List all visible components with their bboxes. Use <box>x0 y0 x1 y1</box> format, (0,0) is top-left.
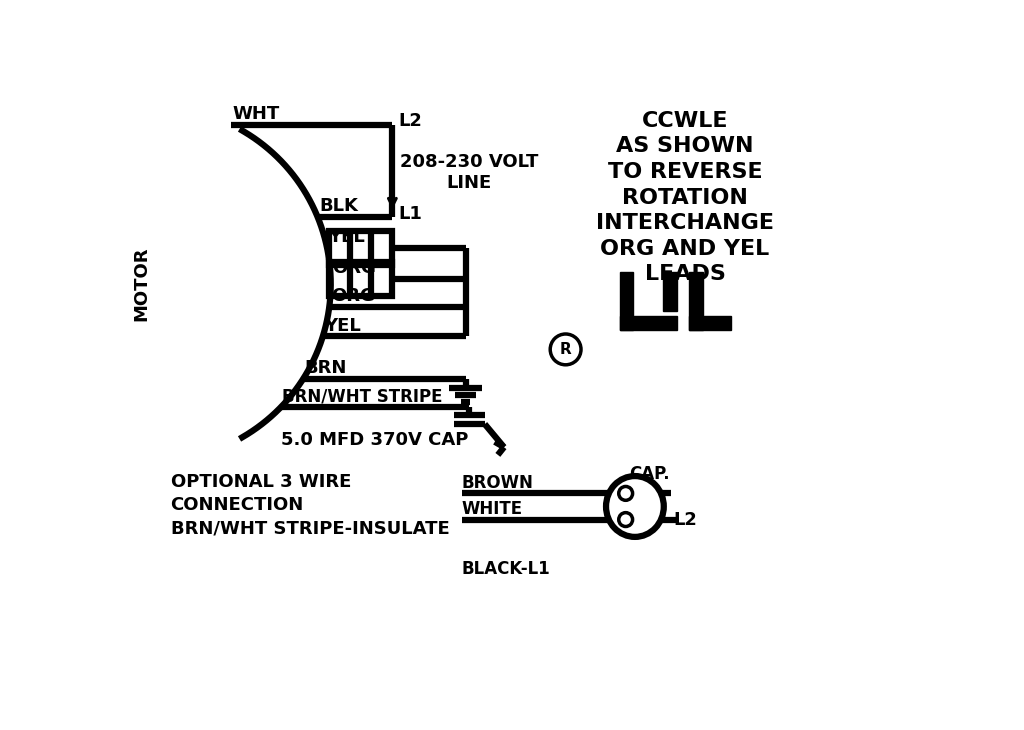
Text: YEL: YEL <box>325 317 361 334</box>
Text: ORG: ORG <box>332 258 376 277</box>
Bar <box>689 272 702 330</box>
Text: 208-230 VOLT
LINE: 208-230 VOLT LINE <box>400 153 539 192</box>
Text: CAP.: CAP. <box>629 465 670 483</box>
Bar <box>664 272 677 311</box>
Bar <box>330 261 392 296</box>
Text: BRN/WHT STRIPE: BRN/WHT STRIPE <box>283 388 443 405</box>
Text: WHT: WHT <box>232 105 280 123</box>
Bar <box>689 316 731 330</box>
Text: R: R <box>560 342 571 357</box>
Text: ORG: ORG <box>331 288 375 305</box>
Bar <box>620 316 677 330</box>
Text: L2: L2 <box>398 112 422 131</box>
Text: CCWLE
AS SHOWN
TO REVERSE
ROTATION
INTERCHANGE
ORG AND YEL
LEADS: CCWLE AS SHOWN TO REVERSE ROTATION INTER… <box>596 111 774 284</box>
Text: OPTIONAL 3 WIRE
CONNECTION
BRN/WHT STRIPE-INSULATE: OPTIONAL 3 WIRE CONNECTION BRN/WHT STRIP… <box>171 472 450 538</box>
Text: BRN: BRN <box>305 359 347 377</box>
Text: L2: L2 <box>673 510 697 529</box>
Text: YEL: YEL <box>329 228 366 246</box>
Text: BROWN: BROWN <box>462 474 534 491</box>
Text: WHITE: WHITE <box>462 500 523 518</box>
Bar <box>330 231 392 265</box>
Text: L1: L1 <box>398 205 422 223</box>
Text: BLACK-L1: BLACK-L1 <box>462 560 551 578</box>
Text: 5.0 MFD 370V CAP: 5.0 MFD 370V CAP <box>281 431 468 449</box>
Text: MOTOR: MOTOR <box>132 247 151 321</box>
Text: BLK: BLK <box>319 197 358 215</box>
Bar <box>620 272 634 330</box>
